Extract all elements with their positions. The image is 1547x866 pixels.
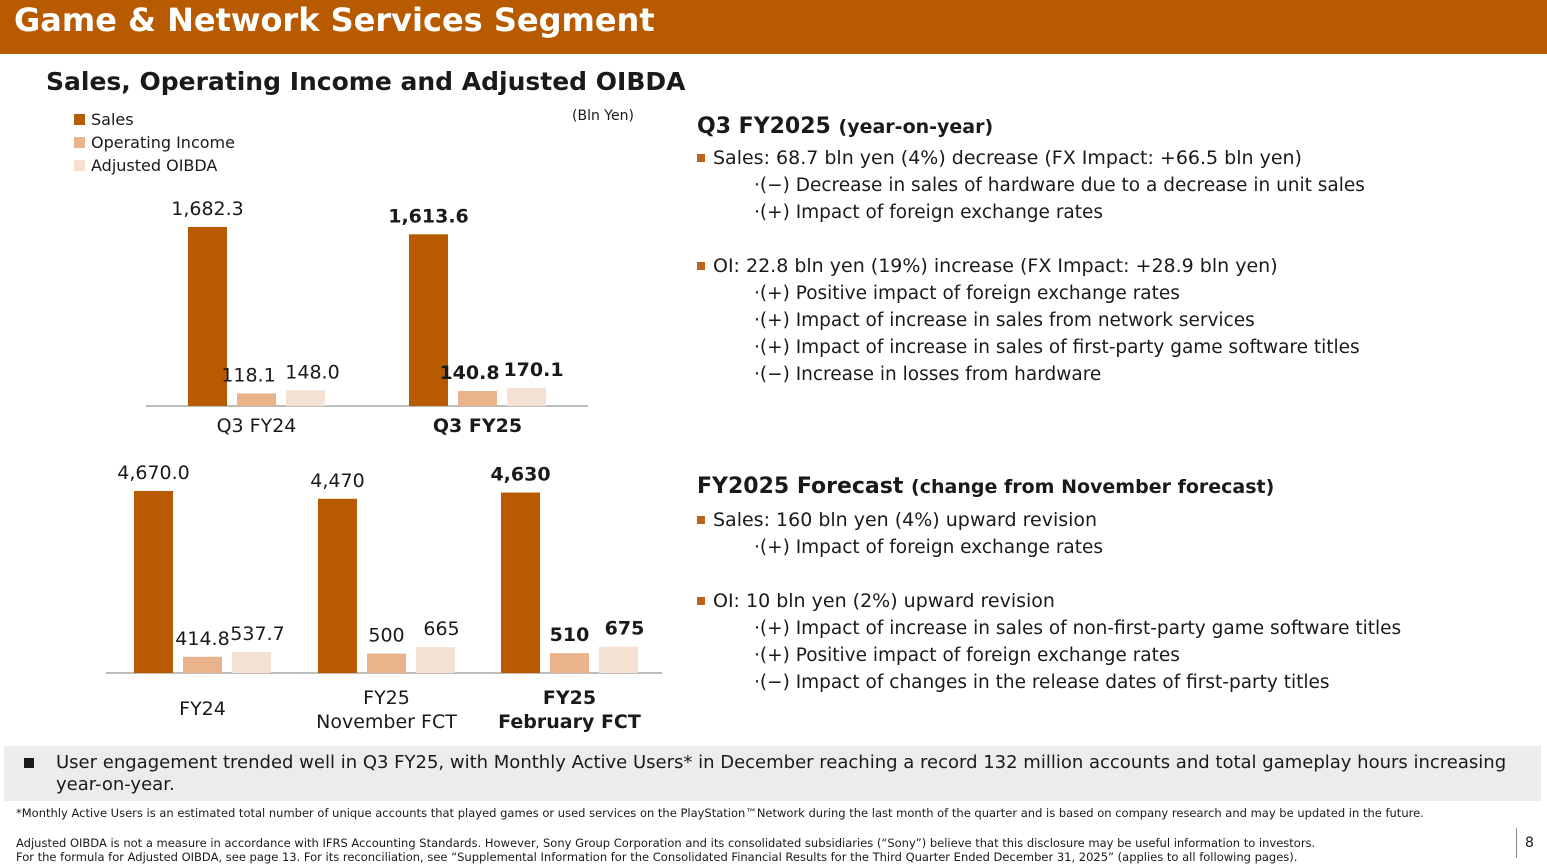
chart-unit: (Bln Yen) (572, 108, 634, 124)
bar-adjusted-oibda (507, 387, 546, 406)
legend-swatch-operating-income (74, 137, 85, 148)
data-label-adjusted-oibda: 537.7 (230, 623, 284, 645)
forecast-sales-point: ·(+) Impact of foreign exchange rates (754, 537, 1104, 558)
data-label-operating-income: 500 (368, 625, 404, 647)
data-label-adjusted-oibda: 148.0 (285, 361, 339, 383)
forecast-sales-text: Sales: 160 bln yen (4%) upward revision (713, 509, 1098, 531)
bar-operating-income (237, 393, 276, 406)
data-label-adjusted-oibda: 675 (605, 618, 645, 640)
q3-sales-text: Sales: 68.7 bln yen (4%) decrease (FX Im… (713, 147, 1302, 169)
data-label-operating-income: 510 (550, 624, 590, 646)
legend-item-operating-income: Operating Income (74, 131, 235, 154)
forecast-heading-text: FY2025 Forecast (697, 474, 904, 499)
footnote-mau: *Monthly Active Users is an estimated to… (16, 806, 1424, 820)
footnote-oibda-line1: Adjusted OIBDA is not a measure in accor… (16, 836, 1316, 850)
forecast-heading: FY2025 Forecast (change from November fo… (697, 472, 1401, 502)
category-label: February FCT (498, 711, 641, 733)
q3-heading-text: Q3 FY2025 (697, 114, 831, 139)
forecast-oi-text: OI: 10 bln yen (2%) upward revision (713, 590, 1055, 612)
bar-sales (318, 498, 357, 673)
data-label-sales: 4,630 (490, 464, 550, 486)
q3-oi-bullet: OI: 22.8 bln yen (19%) increase (FX Impa… (697, 252, 1365, 280)
forecast-oi-bullet: OI: 10 bln yen (2%) upward revision (697, 587, 1401, 615)
forecast-sales-bullet: Sales: 160 bln yen (4%) upward revision (697, 506, 1401, 534)
bar-adjusted-oibda (232, 652, 271, 673)
bar-sales (409, 234, 448, 406)
bullet-square-icon (697, 262, 705, 270)
data-label-operating-income: 140.8 (439, 362, 499, 384)
forecast-oi-point: ·(+) Positive impact of foreign exchange… (754, 645, 1180, 666)
chart-q3: 1,682.3 118.1 148.0 Q3 FY24 1,613.6 140.8 170.… (146, 198, 588, 437)
q3-oi-point: ·(+) Impact of increase in sales of firs… (754, 337, 1360, 358)
forecast-oi-point: ·(+) Impact of increase in sales of non-… (754, 618, 1402, 639)
chart-legend: Sales Operating Income Adjusted OIBDA (74, 108, 235, 177)
bar-adjusted-oibda (286, 390, 325, 406)
bullet-square-icon (697, 516, 705, 524)
legend-label-operating-income: Operating Income (91, 133, 235, 152)
category-label: Q3 FY24 (217, 415, 297, 437)
legend-swatch-sales (74, 114, 85, 125)
footnote-oibda-line2: For the formula for Adjusted OIBDA, see … (16, 850, 1298, 864)
legend-item-adjusted-oibda: Adjusted OIBDA (74, 154, 235, 177)
engagement-text: User engagement trended well in Q3 FY25,… (56, 752, 1507, 795)
bullet-square-icon (697, 597, 705, 605)
q3-sales-bullet: Sales: 68.7 bln yen (4%) decrease (FX Im… (697, 144, 1365, 172)
forecast-heading-note: (change from November forecast) (911, 476, 1275, 498)
q3-commentary: Q3 FY2025 (year-on-year) Sales: 68.7 bln… (697, 112, 1365, 388)
data-label-sales: 4,670.0 (117, 462, 190, 484)
legend-label-sales: Sales (91, 110, 134, 129)
page-header: Game & Network Services Segment (0, 0, 1547, 54)
engagement-note: User engagement trended well in Q3 FY25,… (24, 752, 1524, 796)
bar-sales (501, 492, 540, 673)
bar-operating-income (550, 653, 589, 673)
category-label: FY25 (543, 687, 596, 709)
bar-operating-income (183, 656, 222, 673)
bar-operating-income (458, 391, 497, 406)
legend-label-adjusted-oibda: Adjusted OIBDA (91, 156, 218, 175)
engagement-box: User engagement trended well in Q3 FY25,… (4, 746, 1541, 801)
bar-sales (188, 227, 227, 406)
data-label-sales: 4,470 (310, 470, 364, 492)
data-label-adjusted-oibda: 665 (423, 618, 459, 640)
legend-swatch-adjusted-oibda (74, 160, 85, 171)
q3-heading-note: (year-on-year) (838, 116, 994, 138)
q3-sales-point: ·(+) Impact of foreign exchange rates (754, 202, 1104, 223)
chart-section-title: Sales, Operating Income and Adjusted OIB… (46, 67, 686, 96)
forecast-oi-point: ·(−) Impact of changes in the release da… (754, 672, 1330, 693)
bar-adjusted-oibda (416, 647, 455, 673)
q3-oi-point: ·(+) Positive impact of foreign exchange… (754, 283, 1180, 304)
data-label-operating-income: 414.8 (175, 628, 229, 650)
data-label-operating-income: 118.1 (221, 364, 275, 386)
category-label: FY25 (363, 687, 410, 709)
data-label-sales: 1,682.3 (171, 198, 244, 220)
category-label: FY24 (179, 698, 226, 720)
footnote-oibda: Adjusted OIBDA is not a measure in accor… (16, 836, 1315, 864)
data-label-sales: 1,613.6 (388, 205, 469, 227)
q3-sales-point: ·(−) Decrease in sales of hardware due t… (754, 175, 1365, 196)
legend-item-sales: Sales (74, 108, 235, 131)
bar-sales (134, 491, 173, 673)
q3-oi-point: ·(+) Impact of increase in sales from ne… (754, 310, 1255, 331)
bullet-square-icon (24, 758, 34, 768)
page-number: 8 (1516, 828, 1534, 858)
forecast-commentary: FY2025 Forecast (change from November fo… (697, 472, 1401, 696)
bar-operating-income (367, 653, 406, 673)
bullet-square-icon (697, 154, 705, 162)
q3-oi-point: ·(−) Increase in losses from hardware (754, 364, 1102, 385)
category-label: November FCT (316, 711, 457, 733)
q3-oi-text: OI: 22.8 bln yen (19%) increase (FX Impa… (713, 255, 1278, 277)
page-title: Game & Network Services Segment (14, 1, 655, 39)
bar-adjusted-oibda (599, 646, 638, 673)
q3-heading: Q3 FY2025 (year-on-year) (697, 112, 1365, 142)
data-label-adjusted-oibda: 170.1 (503, 359, 563, 381)
category-label: Q3 FY25 (433, 415, 522, 437)
